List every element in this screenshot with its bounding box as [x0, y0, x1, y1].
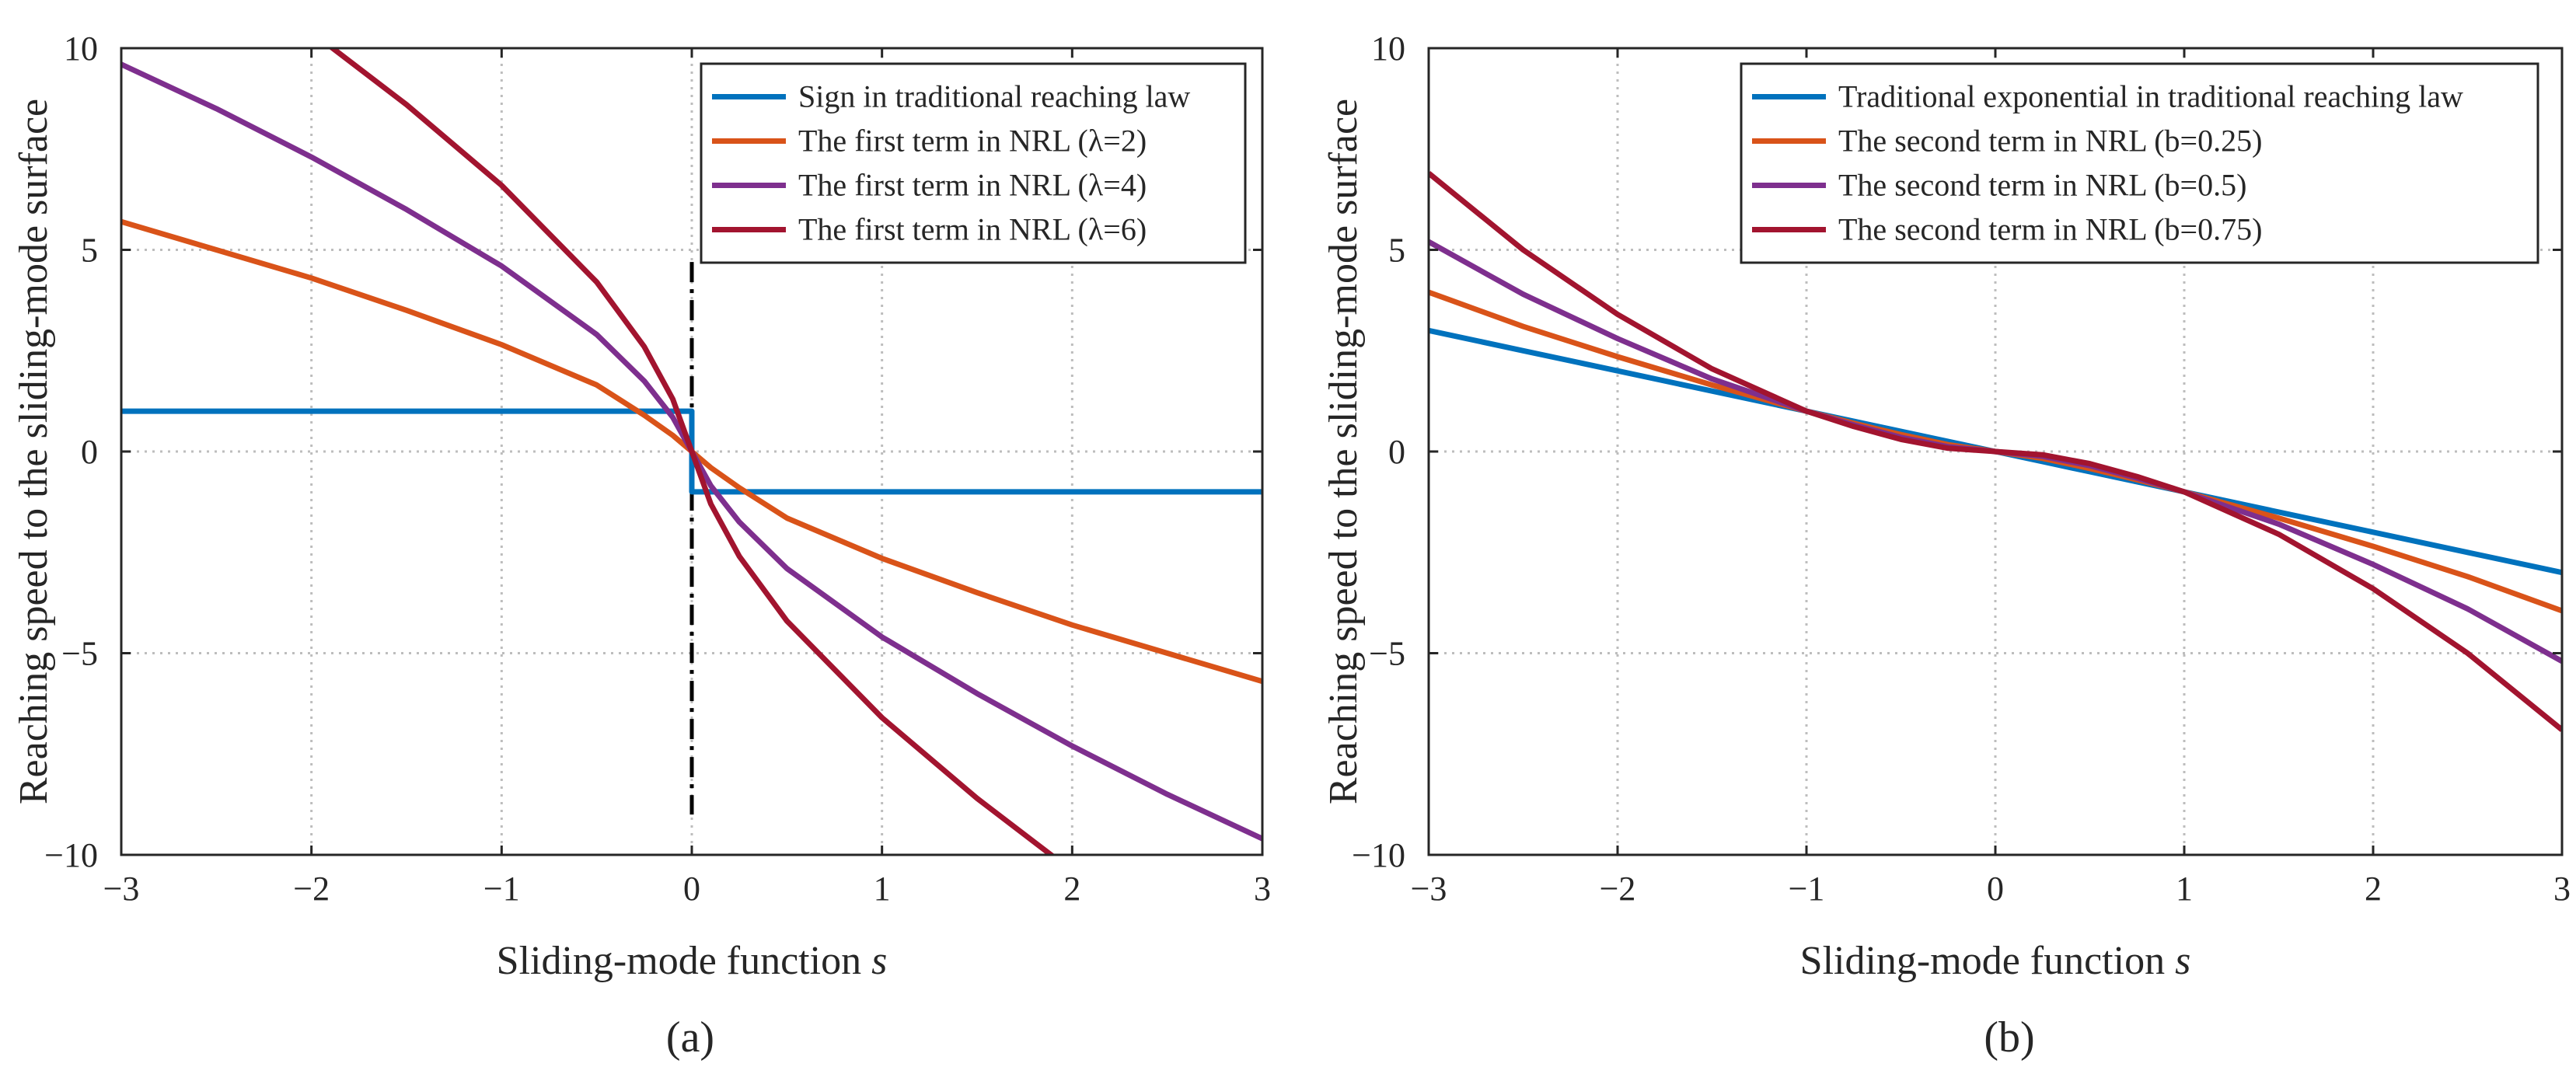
legend: Sign in traditional reaching law The firs… [700, 62, 1247, 264]
legend-box [1740, 62, 2539, 264]
y-tick-label: 10 [64, 30, 98, 68]
y-axis-label: Reaching speed to the sliding-mode surfa… [12, 99, 56, 804]
y-tick-label: 0 [81, 433, 98, 471]
legend-label: The second term in NRL (b=0.5) [1838, 168, 2246, 203]
x-tick-label: 3 [2553, 870, 2571, 908]
x-tick-label: −3 [1411, 870, 1447, 908]
legend-box [700, 62, 1247, 264]
x-axis-label: Sliding-mode function s [497, 939, 888, 983]
series-line-4 [328, 48, 1056, 855]
plot-area [1429, 171, 2562, 732]
x-tick-label: −2 [1600, 870, 1636, 908]
x-axis-label: Sliding-mode function s [1800, 939, 2191, 983]
x-tick-label: 2 [1063, 870, 1080, 908]
x-tick-label: 2 [2365, 870, 2382, 908]
x-tick-label: −1 [483, 870, 520, 908]
plot-area [121, 48, 1262, 855]
legend: Traditional exponential in traditional r… [1740, 62, 2539, 264]
x-tick-label: −1 [1789, 870, 1825, 908]
panel-caption: (a) [666, 1013, 714, 1062]
x-axis-label-symbol: s [2175, 939, 2190, 983]
x-tick-label: 1 [874, 870, 891, 908]
y-tick-label: −5 [1369, 635, 1405, 673]
panel-caption: (b) [1984, 1013, 2034, 1062]
y-tick-label: −10 [44, 836, 98, 874]
x-axis-label-text: Sliding-mode function [497, 939, 871, 983]
legend-label: The first term in NRL (λ=4) [798, 168, 1147, 203]
series-line-4 [1429, 171, 2562, 732]
y-tick-label: 10 [1371, 30, 1405, 68]
x-axis-label-text: Sliding-mode function [1800, 939, 2175, 983]
y-tick-label: 5 [81, 232, 98, 270]
legend-label: The first term in NRL (λ=2) [798, 124, 1147, 159]
x-tick-label: 0 [683, 870, 700, 908]
y-tick-label: −5 [61, 635, 98, 673]
x-tick-label: −2 [293, 870, 330, 908]
y-tick-label: −10 [1352, 836, 1405, 874]
y-axis-label: Reaching speed to the sliding-mode surfa… [1321, 99, 1366, 804]
x-tick-label: 1 [2176, 870, 2193, 908]
x-axis-label-symbol: s [871, 939, 887, 983]
x-tick-label: 0 [1987, 870, 2004, 908]
legend-label: The second term in NRL (b=0.25) [1838, 124, 2262, 159]
legend-label: Sign in traditional reaching law [798, 79, 1190, 114]
x-tick-label: 3 [1254, 870, 1271, 908]
y-tick-label: 0 [1388, 433, 1405, 471]
legend-label: The first term in NRL (λ=6) [798, 212, 1147, 247]
x-tick-label: −3 [103, 870, 140, 908]
legend-label: Traditional exponential in traditional r… [1838, 79, 2463, 114]
legend-label: The second term in NRL (b=0.75) [1838, 212, 2262, 247]
y-tick-label: 5 [1388, 232, 1405, 270]
